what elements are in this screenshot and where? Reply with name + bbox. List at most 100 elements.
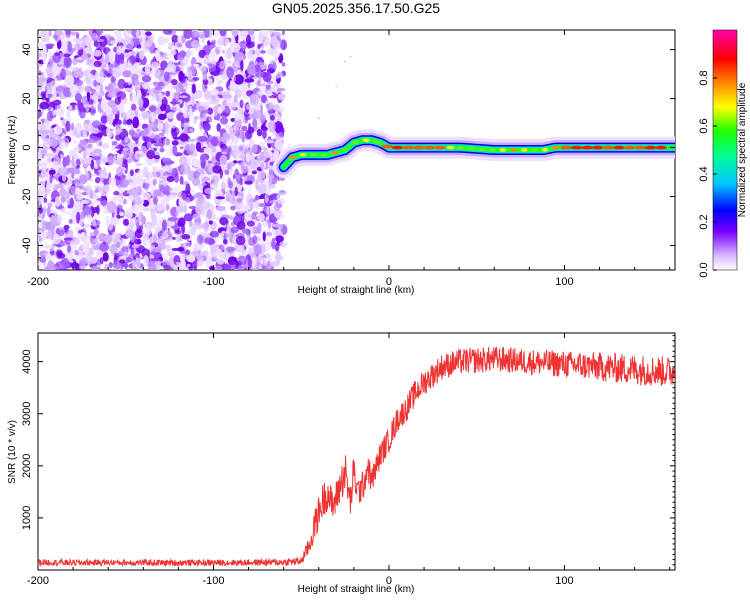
noise-speck bbox=[186, 254, 196, 263]
noise-speck bbox=[129, 188, 140, 196]
ridge-hot-spot bbox=[423, 145, 436, 150]
noise-speck bbox=[54, 196, 62, 207]
noise-speck bbox=[166, 63, 177, 73]
noise-speck bbox=[84, 85, 91, 93]
noise-speck bbox=[255, 46, 261, 57]
noise-speck bbox=[203, 147, 213, 155]
noise-speck bbox=[138, 214, 146, 225]
noise-speck bbox=[108, 262, 113, 268]
noise-speck bbox=[181, 234, 191, 240]
noise-speck bbox=[175, 86, 180, 94]
noise-speck bbox=[66, 167, 75, 173]
spectrogram-noise-field bbox=[38, 30, 288, 270]
noise-speck bbox=[207, 141, 213, 149]
noise-speck bbox=[52, 235, 62, 245]
noise-speck bbox=[79, 139, 88, 152]
noise-speck bbox=[207, 40, 211, 46]
noise-speck bbox=[275, 130, 283, 139]
noise-speck bbox=[51, 99, 62, 106]
noise-speck bbox=[244, 129, 252, 140]
noise-speck bbox=[60, 167, 66, 176]
noise-speck bbox=[116, 110, 120, 120]
noise-speck bbox=[179, 250, 187, 255]
ridge-hot-spot bbox=[623, 145, 636, 150]
noise-speck bbox=[38, 109, 42, 119]
noise-speck bbox=[57, 229, 65, 236]
noise-speck bbox=[163, 138, 168, 146]
noise-speck bbox=[70, 31, 80, 36]
noise-speck bbox=[79, 174, 88, 185]
noise-speck bbox=[238, 40, 247, 52]
noise-speck bbox=[45, 252, 52, 261]
snr-x-ticks: -200 -100 0 100 bbox=[27, 333, 671, 587]
noise-speck bbox=[216, 258, 225, 265]
noise-speck bbox=[70, 185, 76, 194]
noise-speck bbox=[175, 261, 181, 266]
noise-speck bbox=[180, 260, 186, 268]
noise-speck bbox=[100, 115, 108, 124]
ridge-hot-spot bbox=[581, 145, 594, 150]
noise-speck bbox=[135, 30, 140, 39]
noise-speck bbox=[112, 260, 122, 269]
noise-speck bbox=[106, 40, 110, 45]
noise-speck bbox=[179, 175, 184, 185]
noise-speck bbox=[269, 261, 280, 267]
noise-speck bbox=[151, 96, 156, 101]
noise-speck bbox=[255, 197, 261, 210]
x-tick-label: 0 bbox=[386, 575, 392, 587]
noise-speck bbox=[111, 140, 118, 147]
noise-speck bbox=[39, 130, 50, 135]
noise-speck bbox=[177, 217, 186, 227]
noise-speck bbox=[83, 161, 89, 169]
noise-speck bbox=[184, 242, 192, 247]
noise-speck bbox=[132, 195, 142, 206]
noise-speck bbox=[253, 215, 259, 222]
noise-speck bbox=[38, 52, 43, 58]
noise-speck bbox=[124, 136, 129, 144]
noise-speck bbox=[276, 194, 281, 200]
noise-speck bbox=[277, 93, 286, 100]
noise-speck bbox=[122, 121, 127, 125]
ridge-hot-spot bbox=[381, 144, 394, 149]
noise-speck bbox=[93, 49, 102, 57]
noise-speck bbox=[130, 85, 137, 90]
noise-speck bbox=[187, 111, 194, 117]
noise-speck bbox=[260, 30, 270, 37]
noise-speck bbox=[68, 104, 72, 111]
noise-speck bbox=[274, 242, 280, 252]
ridge-hot-spot bbox=[560, 145, 573, 150]
colorbar-tick-label: 0.0 bbox=[698, 262, 710, 277]
noise-speck bbox=[226, 223, 231, 231]
noise-speck bbox=[143, 180, 153, 184]
noise-speck bbox=[143, 127, 149, 138]
noise-speck bbox=[51, 148, 57, 152]
noise-speck bbox=[252, 254, 257, 262]
noise-speck bbox=[243, 30, 249, 35]
noise-speck bbox=[214, 265, 223, 270]
noise-speck bbox=[212, 165, 222, 174]
noise-speck bbox=[233, 74, 244, 85]
noise-speck bbox=[117, 78, 126, 89]
noise-speck bbox=[277, 223, 284, 230]
noise-speck bbox=[190, 50, 194, 56]
noise-speck bbox=[139, 49, 145, 60]
noise-speck bbox=[43, 197, 48, 203]
noise-speck bbox=[236, 220, 246, 230]
noise-speck bbox=[49, 209, 55, 214]
noise-speck bbox=[203, 54, 211, 63]
noise-speck bbox=[78, 265, 87, 270]
snr-x-label: Height of straight line (km) bbox=[298, 584, 415, 595]
noise-speck bbox=[264, 140, 275, 144]
noise-speck bbox=[57, 213, 63, 224]
y-tick-label: 0 bbox=[21, 144, 33, 150]
noise-speck bbox=[206, 209, 212, 220]
noise-speck bbox=[130, 204, 140, 213]
noise-speck bbox=[93, 40, 99, 47]
ridge-hot-spot bbox=[412, 145, 425, 150]
ridge-hot-spot bbox=[499, 148, 507, 152]
noise-speck bbox=[236, 266, 246, 270]
noise-speck bbox=[54, 30, 63, 36]
noise-speck bbox=[42, 144, 48, 156]
ridge-hot-spot bbox=[402, 145, 415, 150]
noise-speck bbox=[233, 145, 240, 150]
